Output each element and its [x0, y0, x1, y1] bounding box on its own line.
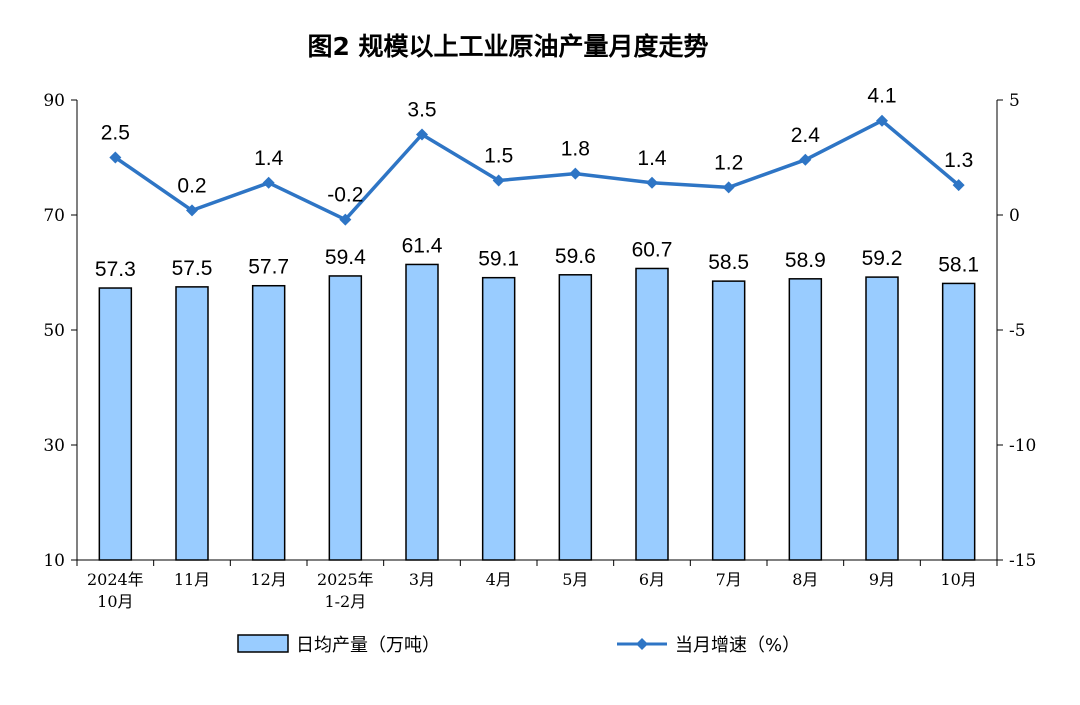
- bar-data-label: 59.6: [555, 245, 596, 268]
- line-point: [339, 213, 352, 226]
- y-left-tick-label: 70: [43, 206, 65, 226]
- bar-data-label: 60.7: [632, 238, 673, 261]
- line-data-label: 1.8: [561, 138, 590, 161]
- x-tick-label: 12月: [250, 570, 286, 589]
- line-data-label: 0.2: [177, 174, 206, 197]
- bar-data-label: 57.3: [95, 258, 136, 281]
- x-tick-label: 10月: [97, 592, 133, 611]
- chart-title: 图2 规模以上工业原油产量月度走势: [307, 32, 708, 61]
- line-point: [109, 151, 122, 164]
- y-right-tick-label: 0: [1009, 206, 1020, 226]
- bar: [175, 286, 209, 561]
- x-tick-label: 7月: [716, 570, 742, 589]
- x-tick-label: 2024年: [87, 570, 144, 589]
- bar-data-label: 57.7: [248, 256, 289, 279]
- x-tick-label: 4月: [486, 570, 512, 589]
- x-tick-label: 10月: [940, 570, 976, 589]
- y-left-tick-label: 90: [43, 91, 65, 111]
- line-data-label: 1.4: [254, 147, 284, 170]
- line-point: [416, 128, 428, 141]
- y-right-tick-label: -10: [1009, 436, 1036, 456]
- line-point: [646, 176, 658, 189]
- x-tick-label: 2025年: [317, 570, 374, 589]
- bar-data-label: 58.1: [938, 253, 979, 276]
- growth-line: [114, 118, 960, 222]
- x-tick-label: 8月: [792, 570, 818, 589]
- y-left-tick-label: 10: [43, 551, 65, 571]
- bar: [558, 274, 593, 561]
- line-data-label: 2.5: [101, 122, 130, 145]
- legend: 日均产量（万吨） 当月增速（%）: [237, 634, 800, 656]
- y-right-tick-label: -5: [1009, 321, 1026, 341]
- bar: [635, 267, 669, 561]
- y-left-tick-label: 50: [43, 321, 65, 341]
- bar: [328, 275, 363, 561]
- line-point: [876, 114, 888, 127]
- line-data-label: 1.2: [714, 151, 743, 174]
- bar-data-label: 59.4: [325, 246, 366, 269]
- x-tick-label: 3月: [409, 570, 435, 589]
- legend-bar-swatch: [237, 634, 289, 653]
- legend-line-marker: [636, 638, 648, 650]
- line-point: [952, 179, 965, 192]
- x-tick-label: 6月: [639, 570, 665, 589]
- line-data-label: 1.4: [637, 147, 667, 170]
- line-point: [492, 174, 505, 187]
- y-right-tick-label: -15: [1009, 551, 1036, 571]
- bar: [711, 280, 746, 561]
- legend-bar-label: 日均产量（万吨）: [296, 635, 440, 656]
- x-tick-label: 9月: [869, 570, 895, 589]
- legend-line-label: 当月增速（%）: [675, 635, 800, 656]
- bar: [405, 263, 439, 561]
- line-point: [722, 181, 735, 194]
- bar-data-label: 61.4: [402, 234, 443, 257]
- bar-data-label: 58.5: [708, 251, 749, 274]
- bar-data-label: 59.2: [862, 247, 903, 270]
- line-point: [569, 167, 582, 180]
- line-point: [262, 176, 275, 189]
- bar: [481, 276, 516, 561]
- bar-data-label: 57.5: [172, 257, 213, 280]
- bar: [941, 282, 976, 561]
- line-data-label: -0.2: [327, 184, 363, 207]
- bar-data-label: 58.9: [785, 249, 826, 272]
- line-point: [186, 204, 198, 217]
- line-data-label: 1.5: [484, 145, 513, 168]
- line-point: [799, 153, 812, 166]
- x-tick-label: 5月: [562, 570, 588, 589]
- line-data-label: 4.1: [867, 85, 896, 108]
- line-data-label: 1.3: [944, 149, 973, 172]
- bar: [788, 278, 823, 561]
- line-data-label: 2.4: [791, 124, 821, 147]
- x-tick-label: 1-2月: [324, 592, 366, 611]
- bar: [251, 284, 286, 561]
- bar: [98, 287, 133, 561]
- y-right-tick-label: 5: [1009, 91, 1020, 111]
- x-tick-label: 11月: [174, 570, 210, 589]
- line-data-label: 3.5: [407, 99, 436, 122]
- y-left-tick-label: 30: [43, 436, 65, 456]
- bar: [865, 276, 899, 561]
- bar-data-label: 59.1: [478, 248, 519, 271]
